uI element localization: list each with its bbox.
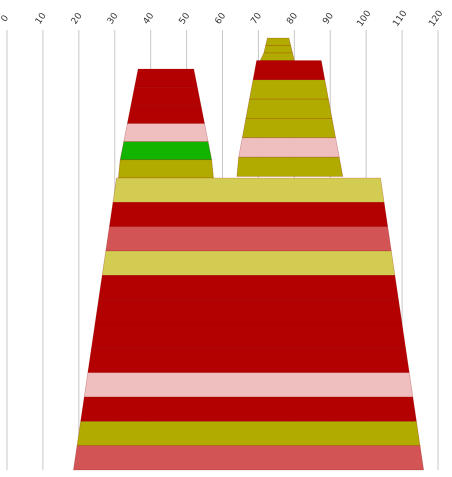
x-tick-label: 120 xyxy=(427,9,445,29)
band-dark-red xyxy=(94,299,403,325)
band-pink xyxy=(238,137,340,158)
band-green xyxy=(119,141,213,161)
stack-right-peak xyxy=(236,37,344,177)
band-olive xyxy=(245,98,333,119)
x-tick-label: 80 xyxy=(285,11,300,26)
x-tick-label: 90 xyxy=(321,11,336,26)
x-tick-label: 70 xyxy=(249,11,264,26)
band-dark-red xyxy=(126,105,205,124)
stack-base xyxy=(73,177,424,471)
band-dark-red xyxy=(109,202,389,227)
band-olive xyxy=(265,37,292,46)
x-axis-tick-labels: 0 10 20 30 40 50 60 70 80 90 100 110 120 xyxy=(0,9,446,29)
band-olive xyxy=(76,421,421,446)
band-stacks xyxy=(73,37,424,471)
x-tick-label: 20 xyxy=(70,11,85,26)
x-tick-label: 100 xyxy=(356,9,374,29)
band-dark-red xyxy=(130,86,202,106)
band-dark-red xyxy=(80,396,417,422)
band-dark-red xyxy=(87,348,410,373)
x-tick-label: 10 xyxy=(34,11,49,26)
x-tick-label: 0 xyxy=(0,13,11,24)
band-dark-red xyxy=(252,60,326,81)
x-tick-label: 50 xyxy=(178,11,193,26)
band-olive xyxy=(259,52,295,61)
x-tick-label: 60 xyxy=(213,11,228,26)
band-dark-red xyxy=(134,68,198,88)
band-pink xyxy=(123,123,209,142)
stack-left-peak xyxy=(118,68,214,179)
band-olive xyxy=(118,159,214,179)
x-tick-label: 30 xyxy=(106,11,121,26)
x-tick-label: 110 xyxy=(391,9,409,29)
band-pink xyxy=(83,372,414,398)
band-light-red xyxy=(105,226,392,252)
band-dark-red xyxy=(91,323,407,349)
band-olive xyxy=(263,45,293,54)
band-olive xyxy=(241,118,336,139)
band-dark-red xyxy=(98,275,399,300)
band-olive xyxy=(249,79,329,100)
x-tick-label: 40 xyxy=(142,11,157,26)
band-light-red xyxy=(73,445,424,471)
band-olive xyxy=(236,156,344,177)
band-khaki xyxy=(101,250,396,276)
band-khaki xyxy=(112,177,385,203)
